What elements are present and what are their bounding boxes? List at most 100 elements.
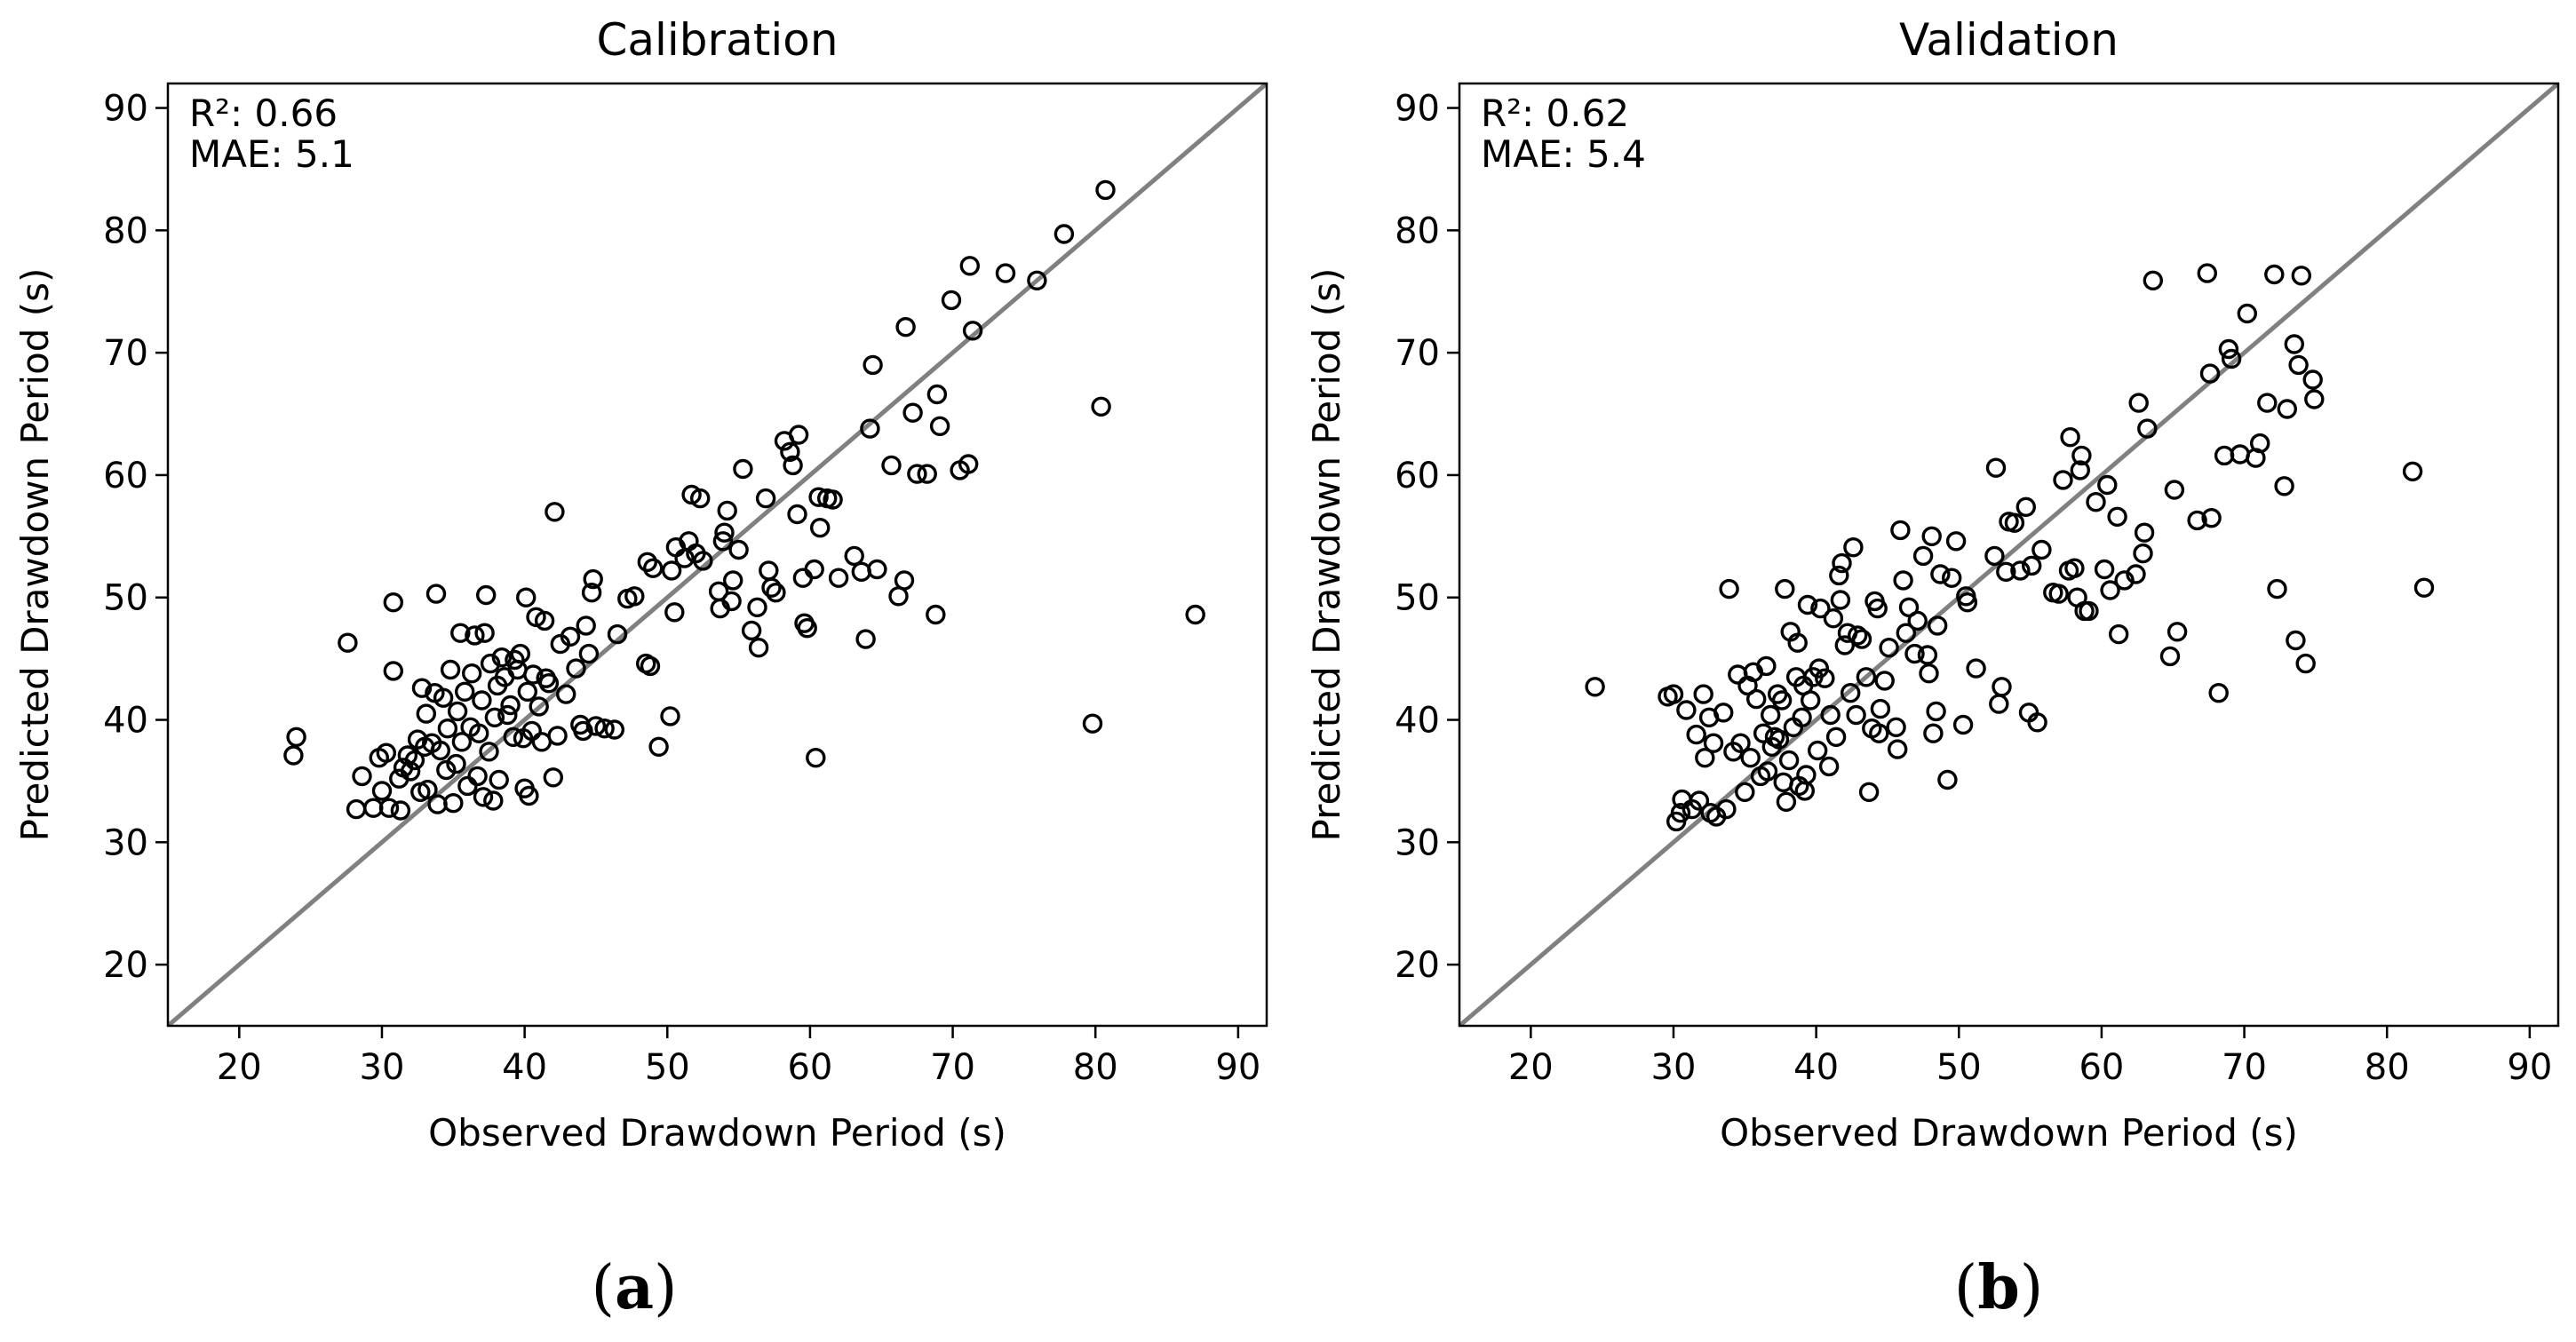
data-point xyxy=(2100,580,2120,600)
data-point xyxy=(1912,545,1934,567)
chart-title: Validation xyxy=(1899,14,2119,66)
r-squared-annotation: R²: 0.66 xyxy=(189,91,338,135)
data-point xyxy=(1792,707,1812,727)
x-tick-label: 20 xyxy=(1508,1047,1554,1088)
data-point xyxy=(1945,531,1967,552)
data-point xyxy=(462,663,482,684)
data-point xyxy=(643,558,664,578)
data-point xyxy=(338,632,358,653)
data-point xyxy=(1879,638,1899,658)
data-point xyxy=(929,416,950,436)
data-point xyxy=(519,785,539,806)
data-point xyxy=(1719,578,1739,600)
data-point xyxy=(2277,399,2298,419)
caption-b-letter: b xyxy=(1977,1252,2020,1323)
data-point xyxy=(895,317,916,337)
data-point xyxy=(457,775,478,797)
data-point xyxy=(1886,717,1906,737)
data-point xyxy=(1966,658,1986,679)
data-point xyxy=(712,531,734,552)
data-point xyxy=(1834,635,1856,655)
data-point xyxy=(573,720,593,742)
data-point xyxy=(283,745,304,766)
data-point xyxy=(286,727,306,747)
data-point xyxy=(1904,643,1925,664)
data-point xyxy=(2197,263,2218,283)
data-point xyxy=(1923,723,1944,743)
data-point xyxy=(766,583,786,603)
data-point xyxy=(404,750,425,771)
data-point xyxy=(1815,668,1835,688)
data-point xyxy=(1756,655,1777,677)
data-point xyxy=(2107,506,2127,527)
data-point xyxy=(721,591,742,612)
data-point xyxy=(2094,559,2115,580)
data-point xyxy=(1823,608,1844,629)
data-point xyxy=(2027,712,2047,733)
data-point xyxy=(2291,266,2312,286)
data-point xyxy=(450,623,471,643)
data-point xyxy=(556,684,576,704)
data-point xyxy=(521,720,542,742)
data-point xyxy=(2021,555,2042,576)
data-point xyxy=(1091,396,1111,417)
data-point xyxy=(1917,645,1938,665)
data-point xyxy=(371,781,393,801)
data-point xyxy=(2079,600,2099,622)
data-point xyxy=(473,787,494,807)
caption-a: (a) xyxy=(591,1252,678,1323)
x-tick-label: 40 xyxy=(502,1047,547,1088)
data-point xyxy=(959,256,981,276)
plot-frame xyxy=(1458,82,2560,1028)
data-point xyxy=(1810,598,1831,619)
data-point xyxy=(1740,748,1761,768)
data-point xyxy=(1830,590,1851,610)
data-point xyxy=(823,489,843,510)
data-point xyxy=(1728,664,1748,685)
data-point xyxy=(1907,610,1928,631)
data-point xyxy=(467,766,488,787)
data-point xyxy=(1800,690,1821,711)
data-point xyxy=(516,587,537,607)
data-point xyxy=(1757,761,1778,782)
calibration-plot: 20 30 40 50 60 70 80 90 20 30 40 50 60 70 80 90 Calibrat… xyxy=(13,14,1268,1155)
data-point xyxy=(2199,363,2221,384)
data-point xyxy=(1893,570,1913,591)
data-point xyxy=(917,464,937,484)
data-point xyxy=(417,779,438,800)
data-point xyxy=(480,653,501,674)
data-point xyxy=(433,687,454,708)
data-point xyxy=(2208,683,2229,703)
data-point xyxy=(863,354,883,376)
y-axis-label: Predicted Drawdown Period (s) xyxy=(1305,268,1348,842)
data-point xyxy=(500,695,521,716)
data-point xyxy=(2070,460,2091,480)
data-point xyxy=(2249,433,2270,454)
data-point xyxy=(1992,677,2012,697)
data-point xyxy=(1870,698,1891,719)
data-point xyxy=(2086,492,2106,512)
data-point xyxy=(690,488,711,509)
mae-annotation: MAE: 5.1 xyxy=(189,132,354,176)
data-point xyxy=(476,584,497,606)
y-tick-label: 70 xyxy=(103,333,148,374)
data-point xyxy=(2097,474,2118,496)
data-point xyxy=(1053,224,1075,244)
data-point xyxy=(804,559,824,580)
x-tick-label: 80 xyxy=(2365,1047,2410,1088)
data-point xyxy=(1695,748,1715,768)
x-tick-label: 50 xyxy=(645,1047,690,1088)
data-point xyxy=(810,518,831,538)
data-point xyxy=(723,570,743,591)
data-point xyxy=(797,618,817,639)
data-point xyxy=(902,402,923,423)
data-point xyxy=(390,800,411,821)
data-point xyxy=(2284,334,2305,354)
data-point xyxy=(451,732,473,752)
x-tick-label: 70 xyxy=(930,1047,975,1088)
data-point xyxy=(505,649,525,671)
data-point xyxy=(2267,578,2287,600)
data-point xyxy=(378,798,400,818)
data-point xyxy=(624,586,645,607)
data-point xyxy=(881,455,902,476)
